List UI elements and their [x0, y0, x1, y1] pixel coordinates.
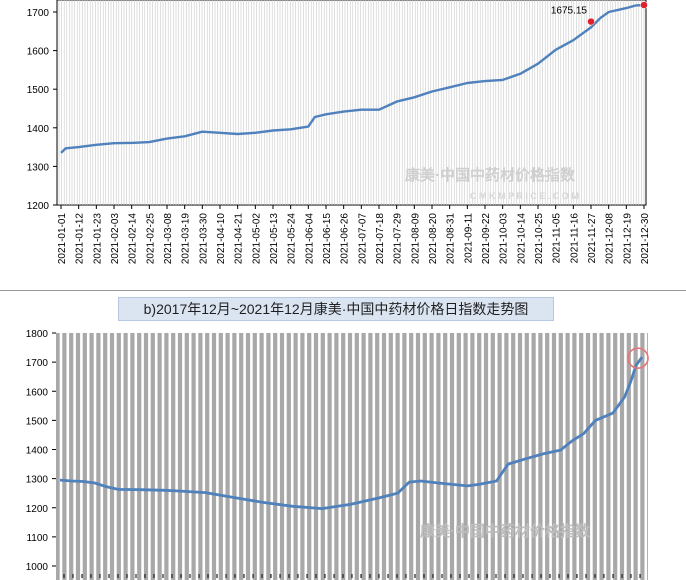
chart-a-x-tick-label: 2021-11-16: [569, 213, 580, 264]
chart-a-x-tick-label: 2021-02-14: [128, 213, 139, 265]
chart-a-y-tick-label: 1600: [27, 47, 50, 58]
chart-a-y-tick-label: 1300: [27, 162, 50, 173]
chart-a-x-tick-label: 2021-03-19: [181, 213, 192, 265]
chart-b-y-tick-label: 1700: [26, 358, 49, 369]
chart-a-x-tick-label: 2021-02-25: [145, 213, 156, 265]
chart-b-y-tick-label: 1100: [26, 533, 48, 544]
chart-b-y-tick-label: 1000: [26, 562, 49, 573]
chart-a-x-tick-label: 2021-01-23: [92, 213, 103, 265]
chart-a-x-tick-label: 2021-09-11: [463, 213, 474, 264]
chart-a-x-tick-label: 2021-03-08: [163, 213, 174, 265]
chart-b-highlight-ring: [627, 347, 649, 369]
chart-a-series-line: [60, 3, 645, 154]
chart-a-watermark: 康美·中国中药材价格指数 C M K M P R I C E . C O M: [405, 166, 579, 201]
chart-a-x-tick-label: 2021-04-10: [216, 213, 227, 265]
chart-a-watermark-text: 康美·中国中药材价格指数: [405, 166, 576, 184]
chart-b-y-axis: 1000 1100 1200 1300 1400 1500 1600 1700 1800: [26, 329, 56, 573]
chart-b-y-tick-label: 1200: [26, 504, 49, 515]
chart-b-series-line: [59, 356, 644, 511]
chart-a-x-tick-label: 2021-06-26: [340, 213, 351, 265]
chart-b-y-tick-label: 1800: [26, 329, 49, 340]
chart-a-x-tick-label: 2021-11-27: [587, 213, 598, 264]
chart-a-x-tick-label: 2021-08-09: [410, 213, 421, 265]
chart-a-x-tick-label: 2021-05-24: [287, 213, 298, 265]
chart-a-x-tick-label: 2021-11-05: [552, 213, 563, 264]
chart-b-y-tick-label: 1300: [26, 475, 49, 486]
chart-a-x-tick-label: 2021-07-18: [375, 213, 386, 265]
chart-a-x-tick-label: 2021-09-22: [481, 213, 492, 265]
chart-b-y-tick-label: 1500: [26, 416, 49, 427]
chart-a-y-axis: 1200 1300 1400 1500 1600 1700: [27, 8, 57, 212]
chart-a-x-tick-label: 2021-01-01: [57, 213, 68, 265]
chart-a-x-tick-label: 2021-05-02: [251, 213, 262, 265]
chart-a-x-tick-label: 2021-07-29: [393, 213, 404, 265]
chart-a-x-tick-label: 2021-10-03: [499, 213, 510, 265]
chart-a-y-tick-label: 1200: [27, 201, 50, 212]
chart-a-y-tick-label: 1500: [27, 85, 50, 96]
chart-a-x-tick-label: 2021-10-14: [516, 213, 527, 265]
chart-b: 康美·中国中药材价格指数 1000 1100 1200 1300 1400 1500 160…: [26, 329, 649, 580]
chart-a-data-label: 1675.15: [551, 6, 588, 17]
chart-a: 康美·中国中药材价格指数 C M K M P R I C E . C O M 1…: [27, 0, 651, 264]
chart-a-x-axis: 2021-01-01 2021-01-12 2021-01-23 2021-02-03…: [57, 205, 651, 264]
chart-a-x-tick-label: 2021-08-31: [446, 213, 457, 265]
chart-a-x-tick-label: 2021-06-04: [304, 213, 315, 265]
chart-a-grid: [58, 0, 645, 205]
chart-a-x-tick-label: 2021-08-20: [428, 213, 439, 265]
chart-b-y-tick-label: 1600: [26, 387, 49, 398]
chart-a-x-tick-label: 2021-10-25: [534, 213, 545, 265]
chart-a-marker-point: [587, 17, 595, 26]
chart-b-x-axis: [63, 574, 641, 578]
chart-b-title: b)2017年12月~2021年12月康美·中国中药材价格日指数走势图: [118, 297, 554, 321]
chart-a-x-tick-label: 2021-04-21: [234, 213, 245, 265]
chart-a-x-tick-label: 2021-12-30: [640, 213, 651, 265]
chart-a-end-point: [640, 1, 648, 9]
chart-b-series: [59, 356, 644, 511]
chart-a-annotations: 1675.15: [551, 1, 648, 26]
chart-a-x-tick-label: 2021-05-13: [269, 213, 280, 265]
chart-a-watermark-subtext: C M K M P R I C E . C O M: [470, 191, 579, 201]
chart-a-y-tick-label: 1400: [27, 124, 50, 135]
chart-a-x-tick-label: 2021-03-30: [198, 213, 209, 265]
chart-a-x-tick-label: 2021-06-15: [322, 213, 333, 265]
chart-b-grid: [59, 333, 648, 580]
chart-a-x-tick-label: 2021-07-07: [357, 213, 368, 265]
chart-a-x-tick-label: 2021-02-03: [110, 213, 121, 265]
chart-a-y-tick-label: 1700: [27, 8, 50, 19]
chart-b-watermark-text: 康美·中国中药材价格指数: [420, 522, 591, 540]
chart-a-x-tick-label: 2021-01-12: [75, 213, 86, 265]
chart-a-x-tick-label: 2021-12-19: [622, 213, 633, 265]
chart-a-x-tick-label: 2021-12-08: [605, 213, 616, 265]
chart-divider: [0, 290, 686, 291]
chart-b-y-tick-label: 1400: [26, 446, 49, 457]
chart-b-annotations: [627, 347, 649, 369]
chart-b-plot-area: [56, 333, 648, 580]
chart-a-series: [60, 3, 645, 154]
